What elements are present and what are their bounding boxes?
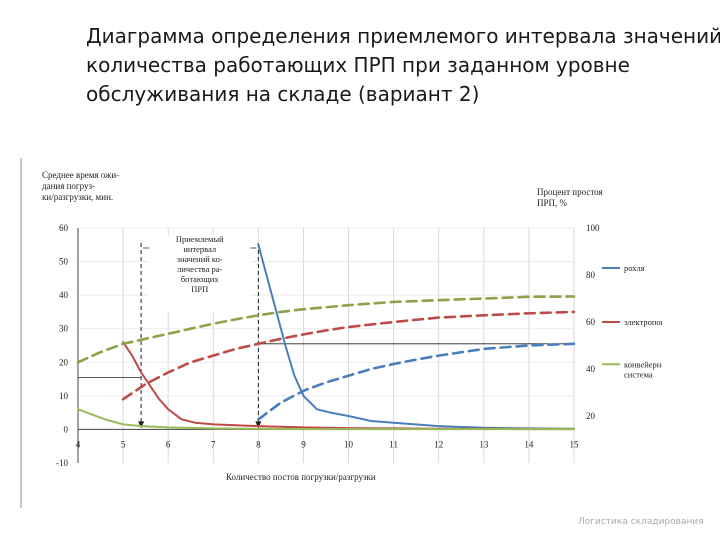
x-tick-label: 15 [570, 439, 580, 449]
x-tick-label: 12 [434, 439, 443, 449]
series-line [77, 408, 575, 431]
y-tick-label: 40 [59, 290, 69, 300]
title-line: Диаграмма определения приемлемого интерв… [86, 24, 720, 48]
legend-label: конвейернаясистема [624, 359, 662, 379]
y-tick-label: 0 [64, 424, 69, 434]
x-tick-label: 7 [211, 439, 216, 449]
slide-title: Диаграмма определения приемлемого интерв… [86, 22, 720, 109]
y-tick-label: -10 [56, 458, 68, 468]
y2-tick-label: 80 [586, 270, 596, 280]
title-line: обслуживания на складе (вариант 2) [86, 82, 480, 106]
x-tick-label: 10 [344, 439, 354, 449]
x-tick-label: 6 [166, 439, 171, 449]
y-tick-label: 10 [59, 391, 69, 401]
interval-left-arrowhead [138, 421, 145, 429]
legend-label: электропогрузчик [624, 317, 662, 327]
x-tick-label: 8 [256, 439, 261, 449]
y-axis-title: Среднее время ожи-дания погруз-ки/разгру… [42, 170, 119, 202]
series-line [257, 342, 576, 421]
y2-axis-title: Процент простоя ПРП, % [537, 187, 603, 208]
annotation-text: Приемлемый интервал значений ко-личества р… [176, 234, 224, 294]
y2-tick-label: 20 [586, 411, 596, 421]
chart-image: Приемлемый интервал значений ко-личества р… [22, 158, 690, 508]
x-tick-label: 5 [121, 439, 126, 449]
annotation-layer: Приемлемый интервал значений ко-личества р… [78, 234, 574, 429]
series-layer [76, 243, 576, 431]
x-tick-label: 11 [389, 439, 398, 449]
interval-right-arrowhead [255, 421, 262, 429]
chart-svg: Приемлемый интервал значений ко-личества р… [42, 170, 690, 482]
series-line [121, 310, 576, 401]
annotation-box [149, 235, 251, 311]
y-tick-label: 30 [59, 324, 69, 334]
y-tick-label: 50 [59, 257, 69, 267]
x-tick-label: 4 [76, 439, 81, 449]
x-tick-label: 14 [524, 439, 534, 449]
legend-label: рохля [624, 263, 645, 273]
series-line [257, 243, 575, 430]
title-line: количества работающих ПРП при заданном у… [86, 53, 630, 77]
y-tick-label: 60 [59, 223, 69, 233]
chart-left-border [20, 158, 22, 508]
series-line [76, 295, 576, 364]
slide-footer: Логистика складирования [578, 517, 704, 527]
y-tick-label: 20 [59, 357, 69, 367]
x-axis-title: Количество постов погрузки/разгрузки [226, 472, 376, 482]
y2-tick-label: 100 [586, 223, 600, 233]
x-tick-label: 13 [479, 439, 489, 449]
legend-layer: рохля электропогрузчик конвейернаясистема [602, 263, 690, 379]
y2-tick-label: 60 [586, 317, 596, 327]
x-tick-label: 9 [301, 439, 306, 449]
y2-tick-label: 40 [586, 364, 596, 374]
